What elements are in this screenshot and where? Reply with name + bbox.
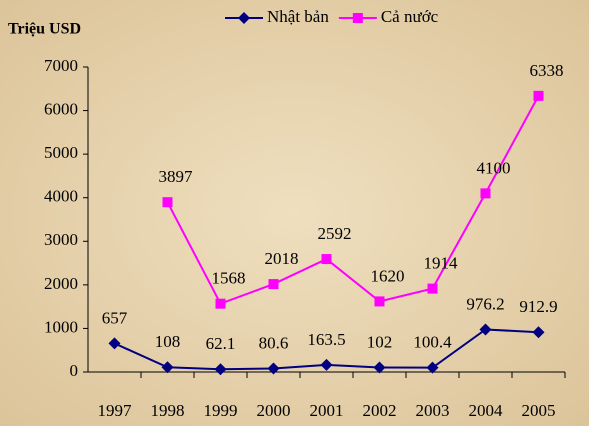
x-tick-label: 2003 [416,401,450,420]
data-label: 2018 [265,249,299,268]
data-label: 80.6 [259,333,289,352]
y-tick-label: 7000 [44,56,78,75]
data-label: 1568 [212,269,246,288]
marker [532,326,545,339]
x-tick-label: 1999 [204,401,238,420]
x-tick-label: 2005 [522,401,556,420]
y-tick-label: 2000 [44,274,78,293]
y-tick-label: 4000 [44,187,78,206]
data-label: 6338 [530,61,564,80]
y-tick-label: 0 [70,361,79,380]
data-label: 657 [102,308,128,327]
y-tick-label: 6000 [44,99,78,118]
x-tick-label: 2001 [310,401,344,420]
marker [214,363,227,376]
legend-label: Nhật bản [267,7,329,26]
y-tick-label: 1000 [44,317,78,336]
marker [427,283,438,294]
x-tick-label: 1998 [151,401,185,420]
data-label: 108 [155,332,181,351]
marker [215,298,226,309]
data-label: 163.5 [307,330,345,349]
data-label: 62.1 [206,334,236,353]
marker [352,13,363,23]
y-tick-label: 5000 [44,143,78,162]
marker [267,362,280,375]
marker [108,337,121,350]
data-label: 1914 [424,254,459,273]
data-label: 2592 [318,224,352,243]
marker [479,323,492,336]
marker [238,12,250,24]
y-tick-label: 3000 [44,230,78,249]
legend-label: Cả nước [381,7,439,26]
marker [268,279,279,290]
marker [533,90,544,101]
marker [320,358,333,371]
x-tick-label: 1997 [98,401,133,420]
marker [374,296,385,307]
marker [426,361,439,374]
data-label: 912.9 [519,297,557,316]
data-label: 102 [367,332,393,351]
data-label: 976.2 [466,294,504,313]
x-tick-label: 2002 [363,401,397,420]
data-label: 4100 [477,158,511,177]
data-label: 3897 [159,167,194,186]
series-line [166,95,540,305]
marker [373,361,386,374]
y-axis-label: Triệu USD [8,21,81,38]
marker [321,254,332,265]
x-tick-label: 2004 [469,401,504,420]
data-label: 1620 [371,266,405,285]
marker [161,361,174,374]
marker [480,188,491,199]
x-tick-label: 2000 [257,401,291,420]
data-label: 100.4 [413,333,452,352]
marker [162,197,173,208]
